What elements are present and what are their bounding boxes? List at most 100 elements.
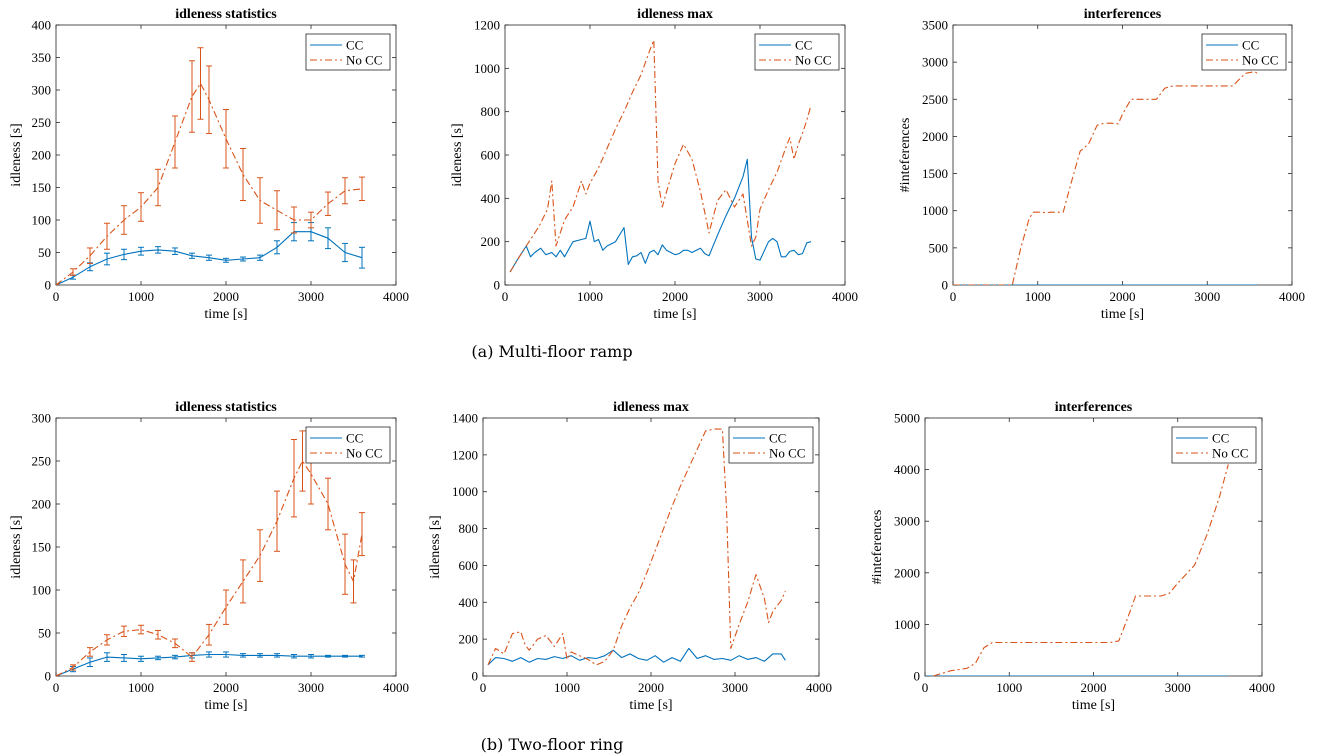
chart-1-y-tick-label: 100	[32, 213, 52, 228]
chart-3-y-tick-label: 2500	[922, 92, 948, 107]
chart-3-x-tick-label: 2000	[1110, 289, 1136, 304]
chart-1-y-tick-label: 150	[32, 180, 52, 195]
chart-1: 0 1000 2000 3000 4000 0 50 100 150 200 250 300 350 40…	[9, 7, 409, 322]
chart-4-legend-label-nocc: No CC	[346, 446, 382, 461]
chart-2-legend-box	[754, 33, 840, 71]
chart-1-x-axis-label: time [s]	[204, 307, 247, 322]
chart-4-y-tick-label: 100	[32, 583, 52, 598]
chart-3-series-nocc-line	[953, 71, 1259, 285]
chart-5-x-axis-label: time [s]	[629, 698, 672, 713]
chart-6-x-axis-label: time [s]	[1072, 698, 1115, 713]
chart-1-title: idleness statistics	[175, 7, 277, 22]
chart-2-x-tick-label: 2000	[662, 289, 688, 304]
chart-2-y-tick-label: 0	[494, 278, 501, 293]
chart-1-y-tick-label: 200	[32, 148, 52, 163]
chart-6-x-tick-label: 1000	[996, 680, 1022, 695]
chart-1-y-tick-label: 250	[32, 115, 52, 130]
chart-5-y-tick-label: 1000	[452, 484, 478, 499]
chart-3-y-tick-label: 1500	[922, 166, 948, 181]
chart-5-series-nocc-line	[487, 428, 786, 666]
chart-5-y-axis-label: idleness [s]	[428, 515, 443, 578]
chart-4-y-tick-label: 300	[32, 411, 52, 426]
chart-3-y-tick-label: 1000	[922, 203, 948, 218]
chart-5-x-tick-label: 3000	[722, 680, 748, 695]
chart-4-x-tick-label: 1000	[128, 680, 154, 695]
chart-3-x-tick-label: 0	[950, 289, 957, 304]
chart-6-y-tick-label: 0	[914, 669, 921, 684]
chart-6-y-axis-label: #inteferences	[870, 510, 885, 585]
chart-1-series-nocc-line	[56, 82, 363, 285]
chart-4-y-tick-label: 200	[32, 497, 52, 512]
chart-4-series-nocc-line	[56, 460, 363, 676]
chart-5-legend-label-nocc: No CC	[769, 446, 805, 461]
chart-4-y-axis-label: idleness [s]	[9, 515, 24, 578]
chart-2-legend-label-nocc: No CC	[795, 53, 831, 68]
chart-6: 0 1000 2000 3000 4000 0 1000 2000 3000 4000 5000 in…	[870, 400, 1275, 713]
chart-3: 0 1000 2000 3000 4000 0 500 1000 1500 2000 2500 300…	[898, 7, 1305, 322]
chart-5-data-area	[487, 428, 786, 666]
chart-2-x-tick-label: 0	[502, 289, 509, 304]
chart-1-y-tick-label: 50	[38, 245, 51, 260]
chart-4-data-area	[56, 430, 365, 676]
chart-4-x-tick-label: 2000	[213, 680, 239, 695]
chart-2-y-tick-label: 1200	[474, 18, 500, 33]
chart-2-y-axis-label: idleness [s]	[450, 123, 465, 186]
chart-2-y-tick-label: 1000	[474, 61, 500, 76]
caption-b: (b) Two-floor ring	[481, 735, 624, 754]
chart-2-x-axis-label: time [s]	[653, 307, 696, 322]
chart-6-data-area	[925, 464, 1229, 676]
chart-5-y-tick-label: 1400	[452, 411, 478, 426]
chart-3-legend-label-nocc: No CC	[1242, 53, 1278, 68]
chart-6-x-tick-label: 0	[922, 680, 929, 695]
chart-6-legend-label-cc: CC	[1212, 431, 1229, 446]
chart-5-legend-box	[728, 426, 814, 464]
chart-5-y-tick-label: 400	[459, 595, 479, 610]
chart-3-y-tick-label: 3000	[922, 55, 948, 70]
chart-6-y-tick-label: 3000	[894, 514, 920, 529]
chart-3-legend-label-cc: CC	[1242, 38, 1259, 53]
chart-2-y-tick-label: 800	[481, 104, 501, 119]
chart-1-y-tick-label: 400	[32, 18, 52, 33]
chart-4: 0 1000 2000 3000 4000 0 50 100 150 200 250 300 idlen…	[9, 400, 409, 713]
chart-2-series-cc-line	[509, 158, 812, 273]
chart-6-y-tick-label: 4000	[894, 462, 920, 477]
chart-1-y-axis-label: idleness [s]	[9, 123, 24, 186]
chart-5-x-tick-label: 4000	[806, 680, 832, 695]
chart-6-series-nocc-line	[933, 464, 1229, 676]
chart-2-y-tick-label: 200	[481, 234, 501, 249]
chart-3-y-tick-label: 0	[942, 278, 949, 293]
chart-3-title: interferences	[1084, 7, 1162, 22]
chart-6-title: interferences	[1055, 400, 1133, 415]
chart-1-x-tick-label: 4000	[383, 289, 409, 304]
chart-4-x-tick-label: 4000	[383, 680, 409, 695]
caption-a: (a) Multi-floor ramp	[471, 342, 632, 361]
chart-4-x-tick-label: 3000	[298, 680, 324, 695]
chart-5-x-tick-label: 2000	[638, 680, 664, 695]
chart-4-legend-box	[305, 426, 391, 464]
chart-5-y-tick-label: 1200	[452, 447, 478, 462]
chart-2-x-tick-label: 4000	[832, 289, 858, 304]
chart-6-x-tick-label: 2000	[1081, 680, 1107, 695]
chart-5-y-tick-label: 600	[459, 558, 479, 573]
chart-3-x-tick-label: 1000	[1025, 289, 1051, 304]
chart-4-y-tick-label: 50	[38, 626, 51, 641]
chart-1-x-tick-label: 3000	[298, 289, 324, 304]
chart-6-legend-box	[1171, 426, 1257, 464]
chart-5-x-tick-label: 1000	[554, 680, 580, 695]
chart-4-x-tick-label: 0	[53, 680, 60, 695]
chart-4-y-tick-label: 250	[32, 454, 52, 469]
chart-2-series-nocc-line	[509, 39, 812, 273]
chart-3-x-axis-label: time [s]	[1101, 307, 1144, 322]
chart-3-x-tick-label: 4000	[1279, 289, 1305, 304]
chart-2-y-tick-label: 400	[481, 191, 501, 206]
chart-1-x-tick-label: 1000	[128, 289, 154, 304]
chart-2-data-area	[509, 39, 812, 273]
chart-5-y-tick-label: 200	[459, 632, 479, 647]
chart-2-title: idleness max	[637, 7, 713, 22]
